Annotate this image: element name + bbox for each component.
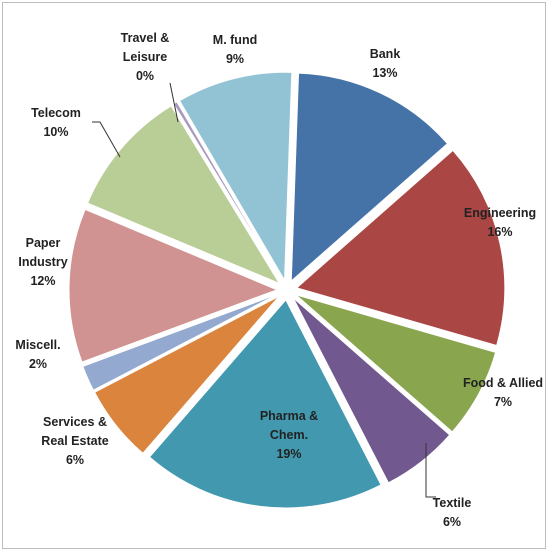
slice-label: M. fund 9% — [213, 33, 257, 66]
pie-slice-engineering — [295, 149, 506, 347]
leader-line — [92, 121, 121, 158]
pie-slice-paper-industry — [68, 208, 279, 363]
pie-slice-m-fund — [178, 71, 293, 283]
pie-slice-bank — [290, 72, 449, 283]
pie-slice-travel-leisure — [172, 101, 283, 282]
leader-line — [169, 82, 179, 123]
slice-label: Engineering 16% — [464, 206, 536, 239]
slice-label: Food & Allied 7% — [463, 376, 543, 409]
pie-slice-telecom — [86, 105, 281, 285]
slice-label: Textile 6% — [433, 496, 472, 529]
pie-slice-food-allied — [295, 294, 497, 433]
pie-slice-pharma-chem — [148, 299, 382, 509]
slice-label: Miscell. 2% — [15, 338, 60, 371]
slice-label: Telecom 10% — [31, 106, 81, 139]
slice-label: Services & Real Estate 6% — [41, 415, 108, 467]
leader-line — [425, 443, 436, 498]
pie-slice-textile — [292, 297, 451, 484]
slice-label: Bank 13% — [370, 47, 401, 80]
slice-label: Paper Industry 12% — [18, 236, 67, 288]
slice-label: Pharma & Chem. 19% — [260, 409, 318, 461]
slice-label: Travel & Leisure 0% — [121, 31, 170, 83]
pie-slice-services-real-estate — [94, 295, 280, 455]
pie-slice-miscell — [82, 293, 279, 391]
